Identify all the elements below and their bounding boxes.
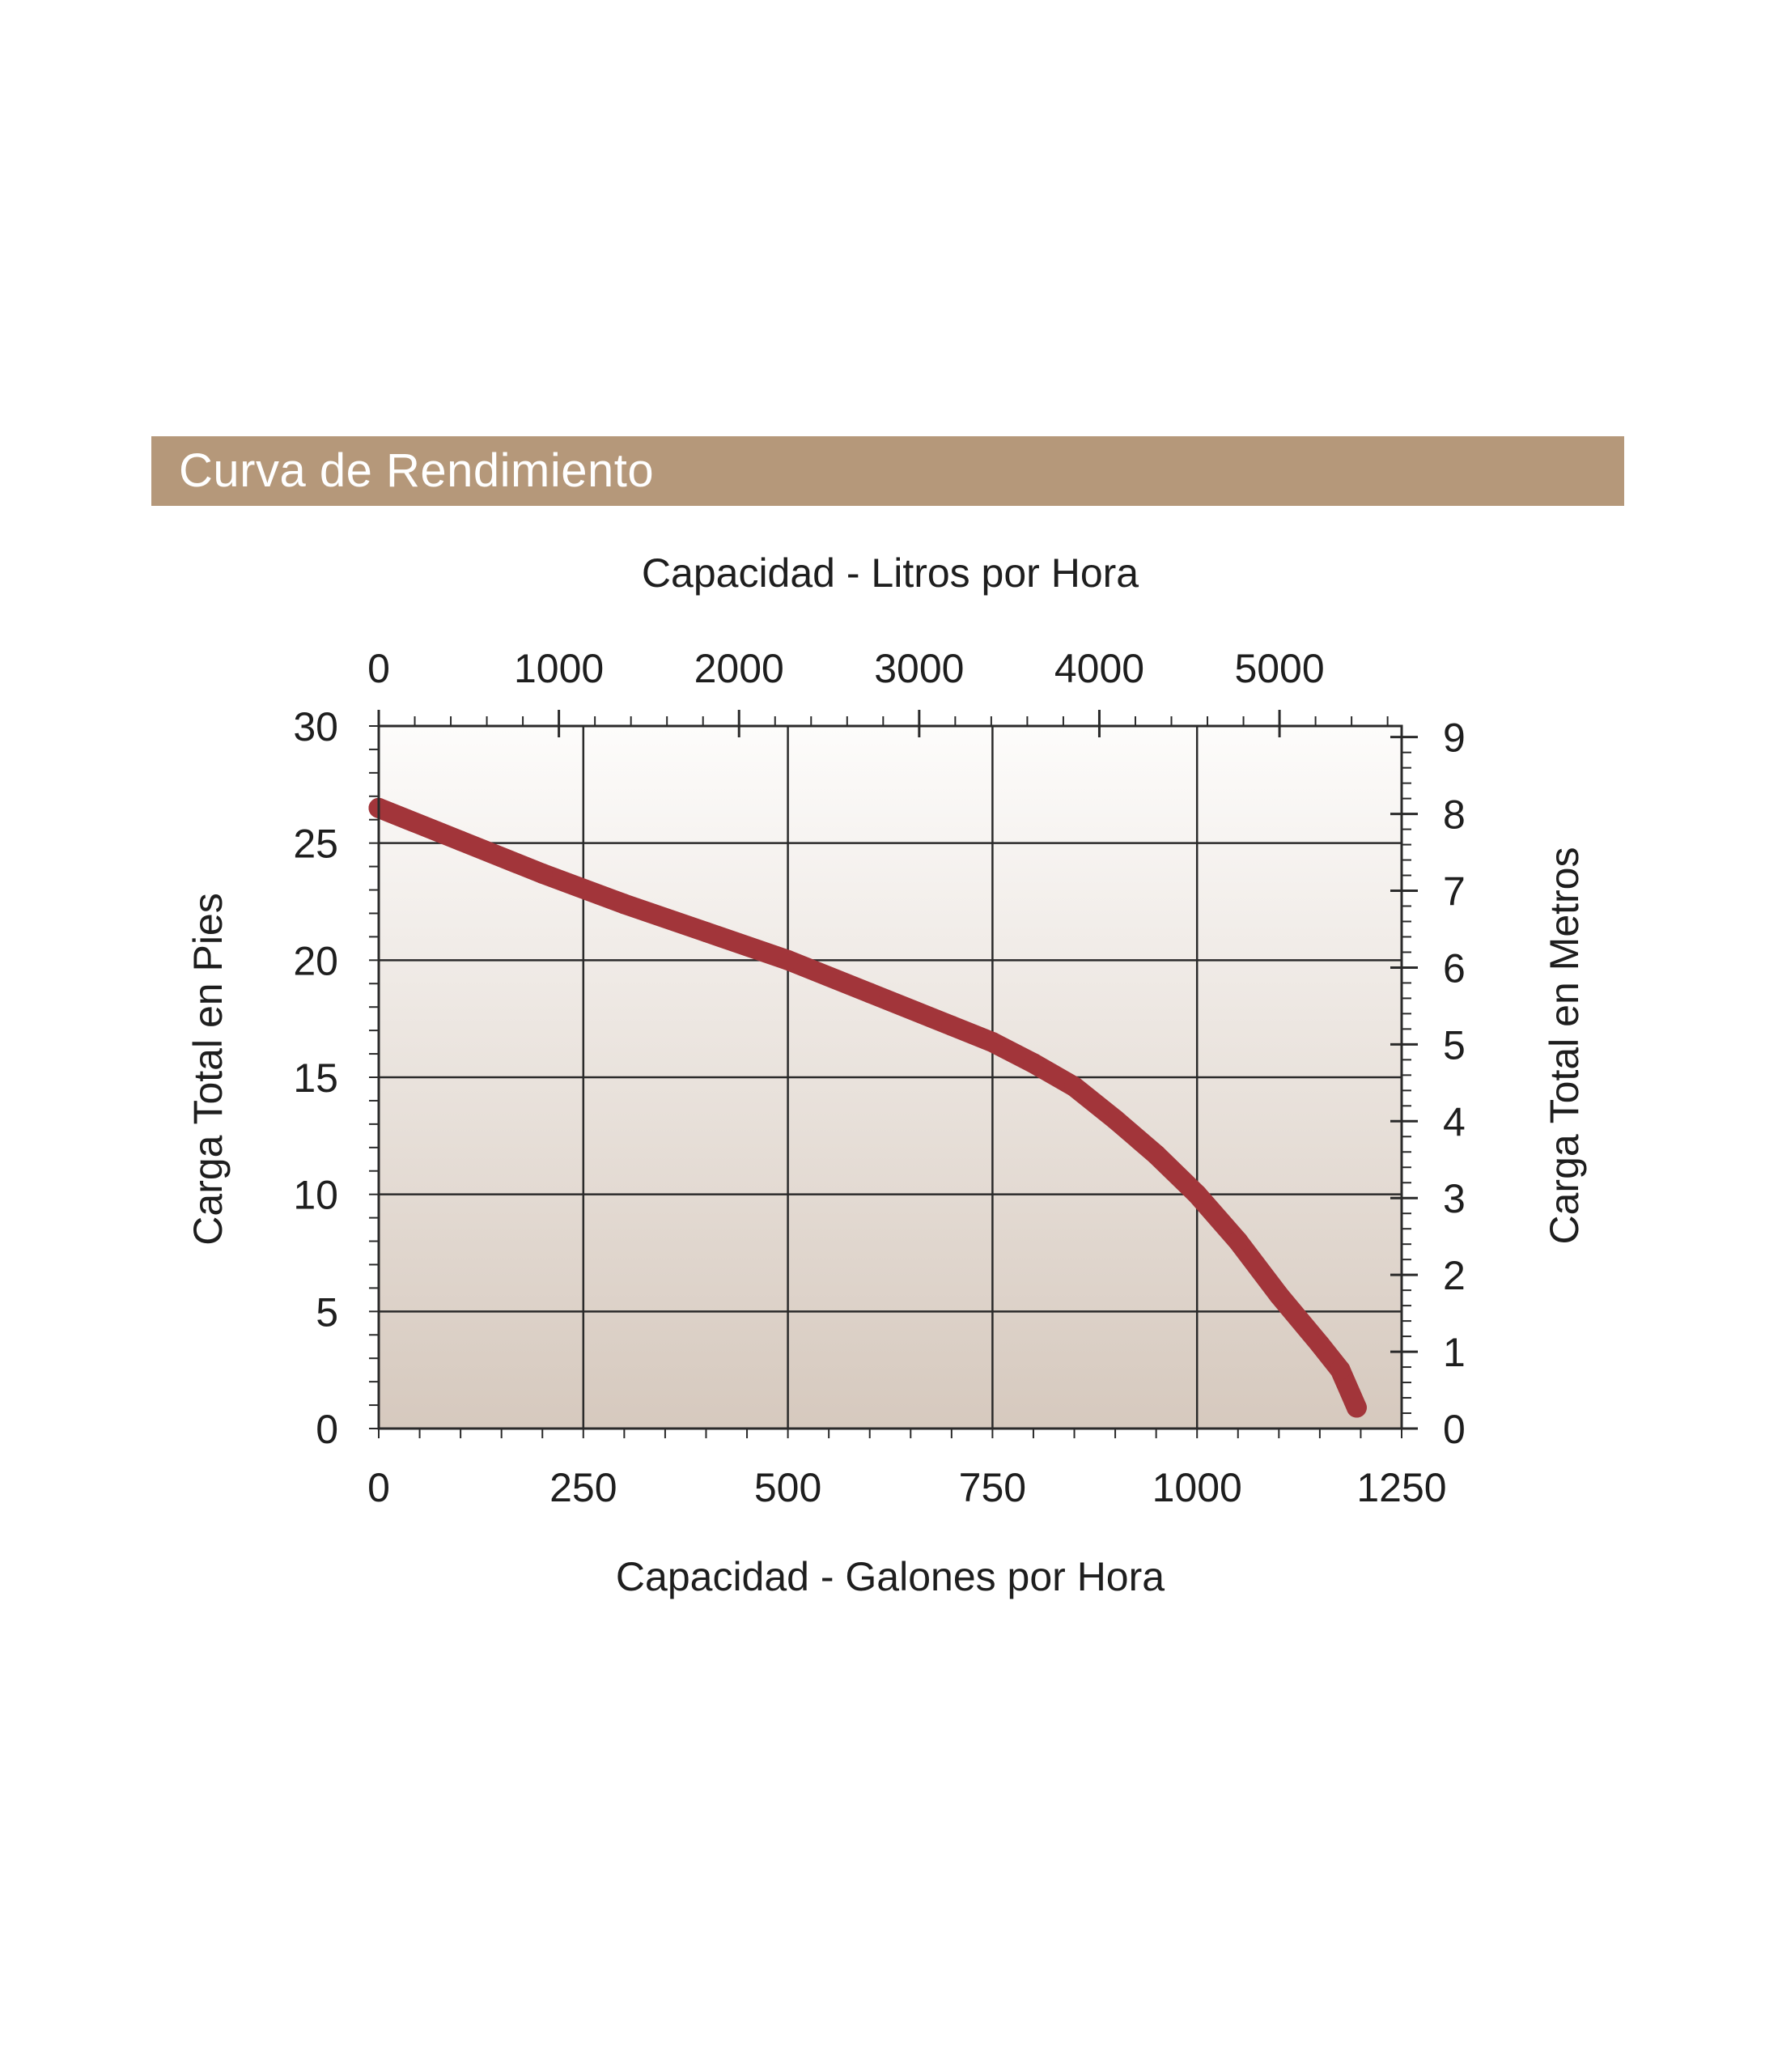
- data-point: [1105, 1109, 1126, 1130]
- x2-tick-label: 3000: [874, 646, 964, 691]
- y2-tick-label: 3: [1443, 1176, 1466, 1221]
- data-point: [1023, 1053, 1044, 1074]
- data-point: [1346, 1397, 1367, 1418]
- x-tick-label: 1250: [1356, 1465, 1446, 1510]
- section-banner: Curva de Rendimiento: [151, 436, 1624, 506]
- data-point: [532, 863, 553, 884]
- y2-tick-label: 1: [1443, 1330, 1466, 1375]
- x-tick-label: 500: [754, 1465, 821, 1510]
- x-tick-label: 750: [959, 1465, 1026, 1510]
- x2-axis-title: Capacidad - Litros por Hora: [642, 550, 1139, 596]
- section-title: Curva de Rendimiento: [179, 444, 655, 497]
- y2-tick-label: 4: [1443, 1099, 1466, 1144]
- data-point: [1268, 1284, 1289, 1306]
- y-tick-label: 0: [316, 1407, 338, 1452]
- plot-frame: [377, 724, 1403, 1430]
- data-point: [450, 830, 471, 851]
- y2-tick-label: 2: [1443, 1253, 1466, 1298]
- data-point: [941, 1015, 962, 1036]
- x2-tick-label: 5000: [1234, 646, 1324, 691]
- data-point: [778, 949, 799, 970]
- data-point: [982, 1032, 1003, 1053]
- y-tick-label: 25: [293, 822, 338, 867]
- y2-tick-label: 5: [1443, 1022, 1466, 1068]
- y2-tick-label: 8: [1443, 792, 1466, 838]
- y-tick-label: 20: [293, 938, 338, 983]
- x2-tick-label: 4000: [1054, 646, 1144, 691]
- data-point: [1330, 1360, 1351, 1381]
- y-tick-label: 15: [293, 1055, 338, 1101]
- data-point: [696, 922, 716, 943]
- x-axis-title: Capacidad - Galones por Hora: [616, 1554, 1165, 1599]
- x-tick-label: 250: [549, 1465, 617, 1510]
- data-point: [1309, 1334, 1330, 1355]
- y-tick-label: 5: [316, 1289, 338, 1335]
- y2-axis-title: Carga Total en Metros: [1542, 847, 1587, 1245]
- series-layer: [368, 724, 1403, 1430]
- x2-tick-label: 1000: [514, 646, 604, 691]
- data-point: [1186, 1184, 1207, 1205]
- y2-tick-label: 9: [1443, 715, 1466, 761]
- y-tick-label: 30: [293, 704, 338, 749]
- y2-tick-label: 6: [1443, 945, 1466, 991]
- x2-tick-label: 0: [367, 646, 390, 691]
- y2-tick-label: 7: [1443, 869, 1466, 915]
- minor-ticks: [369, 710, 1418, 1438]
- y-tick-label: 10: [293, 1173, 338, 1218]
- y-axis-title: Carga Total en Pies: [185, 893, 231, 1245]
- x-tick-label: 0: [367, 1465, 390, 1510]
- x-tick-label: 1000: [1152, 1465, 1242, 1510]
- data-point: [1228, 1231, 1249, 1251]
- x2-tick-label: 2000: [694, 646, 784, 691]
- data-point: [859, 983, 880, 1004]
- data-point: [613, 894, 634, 915]
- data-point: [1064, 1076, 1084, 1098]
- y2-tick-label: 0: [1443, 1407, 1466, 1452]
- data-point: [1146, 1144, 1167, 1165]
